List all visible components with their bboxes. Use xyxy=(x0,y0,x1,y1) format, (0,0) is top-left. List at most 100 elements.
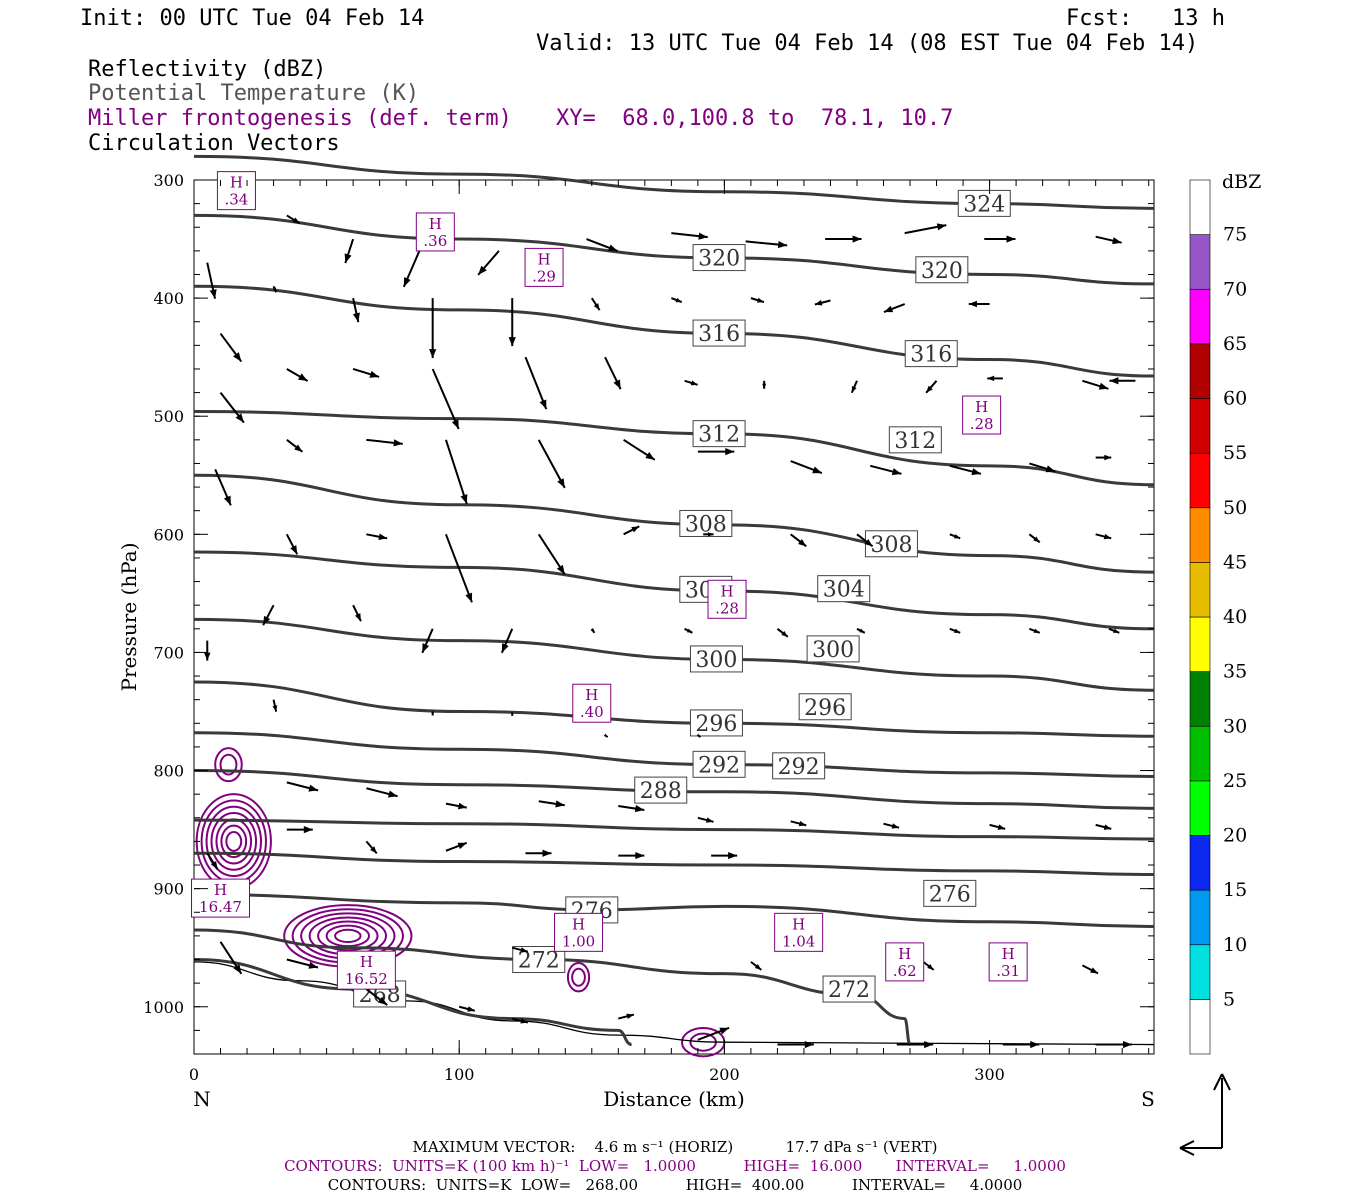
reference-vector xyxy=(1179,1073,1231,1156)
colorbar-segment-15 xyxy=(1189,179,1211,235)
vector-32 xyxy=(684,379,698,386)
colorbar-level-10: 10 xyxy=(1223,934,1247,956)
fronto-max-h-7: H xyxy=(360,953,373,971)
theta-label-300: 300 xyxy=(695,648,737,673)
fronto-max-2: H.29 xyxy=(524,247,564,287)
x-tick-label-100: 100 xyxy=(444,1065,475,1084)
vector-75 xyxy=(603,733,609,738)
theta-contour-324 xyxy=(193,154,1155,210)
vector-11 xyxy=(745,240,788,249)
colorbar-level-50: 50 xyxy=(1223,497,1247,519)
colorbar-level-5: 5 xyxy=(1223,988,1235,1010)
vector-55 xyxy=(703,532,714,537)
theta-label-300b: 300 xyxy=(812,638,854,663)
fronto-max-h-9: H xyxy=(792,915,805,933)
theta-contour-304 xyxy=(193,550,1155,631)
fronto-max-value-11: .31 xyxy=(996,962,1020,980)
vector-79 xyxy=(286,781,319,792)
fronto-max-h-6: H xyxy=(214,881,227,899)
fronto-max-7: H16.52 xyxy=(336,950,396,990)
theta-label-box-300b xyxy=(806,635,860,663)
colorbar-segment-10 xyxy=(1189,452,1211,509)
theta-label-320: 320 xyxy=(698,247,740,272)
colorbar-segment-4 xyxy=(1189,780,1211,836)
theta-label-292: 292 xyxy=(698,753,740,778)
vector-1 xyxy=(219,332,243,363)
vector-74 xyxy=(510,712,514,716)
theta-contour-300 xyxy=(193,617,1155,692)
vector-65 xyxy=(590,628,596,634)
colorbar-segment-11 xyxy=(1189,398,1211,454)
vector-59 xyxy=(1028,533,1041,544)
footer-theta-contours: CONTOURS: UNITS=K LOW= 268.00 HIGH= 400.… xyxy=(327,1176,1023,1194)
colorbar-level-15: 15 xyxy=(1223,879,1247,901)
vector-87 xyxy=(989,823,1006,830)
vector-12 xyxy=(825,235,862,243)
vector-68 xyxy=(856,627,866,634)
fronto-max-value-10: .62 xyxy=(893,962,917,980)
y-tick-label-1000: 1000 xyxy=(143,998,184,1017)
vector-24 xyxy=(883,303,906,313)
fronto-contour-0-5 xyxy=(220,824,248,859)
vector-17 xyxy=(352,297,360,323)
theta-label-box-304b xyxy=(817,575,871,603)
vector-80 xyxy=(366,787,398,798)
vector-47 xyxy=(949,464,982,476)
vector-38 xyxy=(1109,377,1136,385)
vector-98 xyxy=(365,988,388,1006)
vector-62 xyxy=(352,604,362,622)
theta-label-308: 308 xyxy=(685,512,727,537)
vector-39 xyxy=(286,439,304,453)
fronto-max-h-10: H xyxy=(898,945,911,963)
vector-37 xyxy=(1082,379,1109,390)
theta-label-box-312 xyxy=(692,420,746,448)
vector-66 xyxy=(684,627,693,634)
vector-41 xyxy=(444,439,468,505)
fronto-contour-1-5 xyxy=(325,924,371,948)
x-end-south: S xyxy=(1141,1087,1155,1111)
valid-time: Valid: 13 UTC Tue 04 Feb 14 (08 EST Tue … xyxy=(536,31,1199,56)
vector-25 xyxy=(968,300,990,308)
theta-label-320b: 320 xyxy=(921,259,963,284)
colorbar-segment-12 xyxy=(1189,343,1211,399)
fronto-max-value-8: 1.00 xyxy=(562,932,595,950)
fronto-contour-2-1 xyxy=(219,753,238,776)
vector-35 xyxy=(925,380,938,394)
vector-76 xyxy=(696,733,702,738)
colorbar-level-30: 30 xyxy=(1223,715,1247,737)
vector-88 xyxy=(1095,823,1112,830)
vector-45 xyxy=(790,460,823,475)
theta-label-box-288 xyxy=(634,776,688,804)
fronto-max-11: H.31 xyxy=(988,942,1028,982)
theta-label-box-316b xyxy=(904,340,958,368)
colorbar-segment-8 xyxy=(1189,562,1211,618)
theta-label-304b: 304 xyxy=(823,578,865,603)
colorbar-segment-1 xyxy=(1189,944,1211,1000)
fronto-contour-3-0 xyxy=(566,962,591,993)
field-frontogenesis: Miller frontogenesis (def. term) xyxy=(88,106,512,131)
theta-contour-292 xyxy=(193,731,1155,778)
theta-label-box-320 xyxy=(692,244,746,272)
vector-101 xyxy=(618,1013,635,1020)
terrain-line xyxy=(193,961,1155,1046)
colorbar: 5 10 15 20 25 30 35 40 45 50 55 60 65 70 75 dBZ xyxy=(1189,171,1261,1055)
vector-81 xyxy=(445,802,467,810)
fronto-max-value-2: .29 xyxy=(532,267,556,285)
vector-82 xyxy=(538,800,565,808)
vector-57 xyxy=(856,533,874,548)
vector-64 xyxy=(500,628,514,654)
colorbar-level-45: 45 xyxy=(1223,551,1247,573)
y-tick-label-600: 600 xyxy=(153,525,184,544)
vector-21 xyxy=(670,297,683,304)
fronto-max-0: H.34 xyxy=(216,171,256,211)
theta-label-box-300 xyxy=(689,645,743,673)
fronto-max-4: H.28 xyxy=(707,579,747,619)
theta-label-box-308 xyxy=(679,509,733,537)
vector-48 xyxy=(1029,462,1056,473)
y-tick-label-700: 700 xyxy=(153,643,184,662)
colorbar-segment-0 xyxy=(1189,999,1211,1055)
theta-contour-296 xyxy=(193,680,1155,738)
theta-label-box-292 xyxy=(692,750,746,778)
vector-93 xyxy=(618,851,645,860)
theta-label-312b: 312 xyxy=(894,429,936,454)
